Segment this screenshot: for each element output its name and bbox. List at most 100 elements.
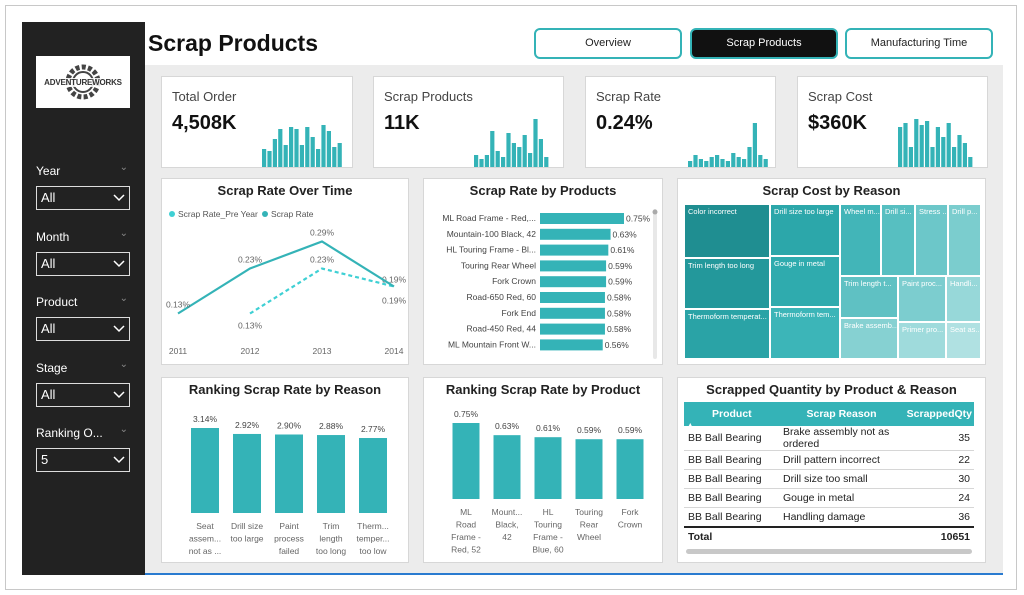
- data-label: 0.58%: [607, 293, 632, 303]
- kpi-value: $360K: [808, 112, 867, 134]
- data-label: 0.23%: [310, 255, 335, 265]
- spark-bar: [763, 159, 768, 167]
- adventureworks-logo: ADVENTUREWORKS: [36, 56, 130, 108]
- chart-ranking-scrap-rate-by-reason[interactable]: Ranking Scrap Rate by Reason 3.14% Seat as…: [161, 377, 409, 563]
- spark-bar: [321, 125, 326, 167]
- vbar-product-svg: 0.75% ML Road Frame - Red, 52 0.63% Mount... Bl…: [451, 409, 644, 555]
- bar: [540, 244, 609, 256]
- kpi-label: Scrap Products: [384, 89, 473, 104]
- table-scrapped-quantity[interactable]: Scrapped Quantity by Product & Reason ▴ P…: [677, 377, 986, 563]
- table-row[interactable]: BB Ball Bearing Drill pattern incorrect 22: [684, 450, 974, 470]
- cell-product: BB Ball Bearing: [684, 488, 779, 508]
- treemap-cell[interactable]: Drill size too large: [770, 204, 840, 256]
- data-label: 2.77%: [361, 424, 386, 434]
- table-row[interactable]: BB Ball Bearing Gouge in metal 24: [684, 488, 974, 508]
- treemap-cell[interactable]: Brake assemb...: [840, 318, 898, 359]
- series-line-scrap-rate: [177, 240, 395, 315]
- kpi-card-scrap-cost[interactable]: Scrap Cost $360K: [797, 76, 988, 168]
- total-label: Total: [684, 525, 779, 546]
- chart-scrap-rate-over-time[interactable]: Scrap Rate Over Time Scrap Rate_Pre Year…: [161, 178, 409, 365]
- chevron-down-icon[interactable]: ⌄: [119, 293, 128, 304]
- treemap-cell[interactable]: Thermoform tem...: [770, 307, 840, 359]
- chevron-down-icon[interactable]: ⌄: [119, 162, 128, 173]
- filter-dropdown[interactable]: All: [36, 186, 130, 210]
- table-total-row: Total 10651: [684, 525, 974, 546]
- treemap-cell[interactable]: Drill p...: [948, 204, 981, 276]
- treemap-cell[interactable]: Drill si...: [881, 204, 915, 276]
- column-header-product[interactable]: ▴ Product: [684, 402, 779, 430]
- treemap-cell[interactable]: Seat as...: [946, 322, 981, 359]
- kpi-card-total-order[interactable]: Total Order 4,508K: [161, 76, 353, 168]
- filter-label: Month: [36, 230, 70, 244]
- chart-ranking-scrap-rate-by-product[interactable]: Ranking Scrap Rate by Product 0.75% ML Roa…: [423, 377, 663, 563]
- spark-bar: [495, 151, 500, 167]
- spark-bar: [930, 147, 935, 167]
- x-tick-label: assem...: [189, 534, 221, 544]
- data-label: 0.19%: [382, 296, 407, 306]
- bar: [191, 428, 219, 513]
- scrollbar-thumb: [652, 209, 658, 215]
- treemap-cell[interactable]: Trim length too long: [684, 258, 770, 309]
- filter-dropdown[interactable]: 5: [36, 448, 130, 472]
- treemap-cell[interactable]: Color incorrect: [684, 204, 770, 258]
- x-tick-label: length: [319, 534, 342, 544]
- x-tick-label: Touring: [534, 520, 562, 530]
- treemap-cell[interactable]: Stress ...: [915, 204, 948, 276]
- chevron-down-icon[interactable]: ⌄: [119, 228, 128, 239]
- treemap-cell[interactable]: Gouge in metal: [770, 256, 840, 307]
- filter-label: Stage: [36, 361, 68, 375]
- kpi-card-scrap-products[interactable]: Scrap Products 11K: [373, 76, 564, 168]
- treemap-cell[interactable]: Trim length t...: [840, 276, 898, 318]
- treemap-cell[interactable]: Handli...: [946, 276, 981, 322]
- chevron-down-icon: [113, 260, 125, 268]
- data-label: 2.92%: [235, 420, 260, 430]
- treemap-cell[interactable]: Primer pro...: [898, 322, 946, 359]
- chevron-down-icon[interactable]: ⌄: [119, 359, 128, 370]
- data-label: 0.75%: [626, 214, 651, 224]
- nav-button-manufacturing-time[interactable]: Manufacturing Time: [845, 28, 993, 59]
- filter-dropdown[interactable]: All: [36, 383, 130, 407]
- treemap-cell[interactable]: Thermoform temperat...: [684, 309, 770, 359]
- filter-value: All: [41, 190, 56, 205]
- spark-bar: [484, 155, 489, 167]
- spark-bar: [294, 129, 299, 167]
- cell-scrap-reason: Drill pattern incorrect: [779, 450, 904, 470]
- column-header-scrapped-qty[interactable]: ScrappedQty: [904, 402, 974, 426]
- spark-bar: [479, 159, 484, 167]
- cell-scrap-reason: Handling damage: [779, 507, 904, 527]
- x-tick-label: Frame -: [533, 532, 563, 542]
- spark-bar: [299, 145, 304, 167]
- kpi-card-scrap-rate[interactable]: Scrap Rate 0.24%: [585, 76, 776, 168]
- spark-bar: [267, 151, 272, 167]
- column-header-scrap-reason[interactable]: Scrap Reason: [779, 402, 904, 426]
- x-tick-label: Drill size: [231, 521, 263, 531]
- chart-title: Scrap Rate Over Time: [217, 183, 353, 198]
- chart-scrap-rate-by-products[interactable]: Scrap Rate by Products ML Road Frame - R…: [423, 178, 663, 365]
- filter-dropdown[interactable]: All: [36, 252, 130, 276]
- nav-button-overview[interactable]: Overview: [534, 28, 682, 59]
- table-row[interactable]: BB Ball Bearing Handling damage 36: [684, 507, 974, 527]
- bar: [540, 307, 605, 319]
- data-label: 0.63%: [613, 229, 638, 239]
- category-label: Road-450 Red, 44: [467, 324, 537, 334]
- x-tick-label: Crown: [618, 520, 643, 530]
- legend-label: Scrap Rate_Pre Year: [178, 209, 258, 219]
- spark-bar: [698, 159, 703, 167]
- bar: [540, 260, 607, 272]
- kpi-label: Total Order: [172, 89, 237, 104]
- chevron-down-icon[interactable]: ⌄: [119, 424, 128, 435]
- horizontal-scrollbar[interactable]: [686, 549, 972, 554]
- table-row[interactable]: BB Ball Bearing Brake assembly not as ord…: [684, 426, 974, 451]
- nav-button-scrap-products[interactable]: Scrap Products: [690, 28, 838, 59]
- category-label: Touring Rear Wheel: [461, 260, 536, 270]
- filter-dropdown[interactable]: All: [36, 317, 130, 341]
- chart-scrap-cost-by-reason[interactable]: Scrap Cost by Reason Color incorrect Trim…: [677, 178, 986, 365]
- x-tick-label: not as ...: [189, 546, 222, 556]
- table-row[interactable]: BB Ball Bearing Drill size too small 30: [684, 469, 974, 489]
- chart-title: Ranking Scrap Rate by Reason: [188, 382, 382, 397]
- x-tick-label: Rear: [580, 520, 599, 530]
- spark-bar: [941, 137, 946, 167]
- treemap-cell[interactable]: Wheel m...: [840, 204, 881, 276]
- treemap-cell[interactable]: Paint proc...: [898, 276, 946, 322]
- sort-ascending-icon[interactable]: ▴: [688, 420, 693, 430]
